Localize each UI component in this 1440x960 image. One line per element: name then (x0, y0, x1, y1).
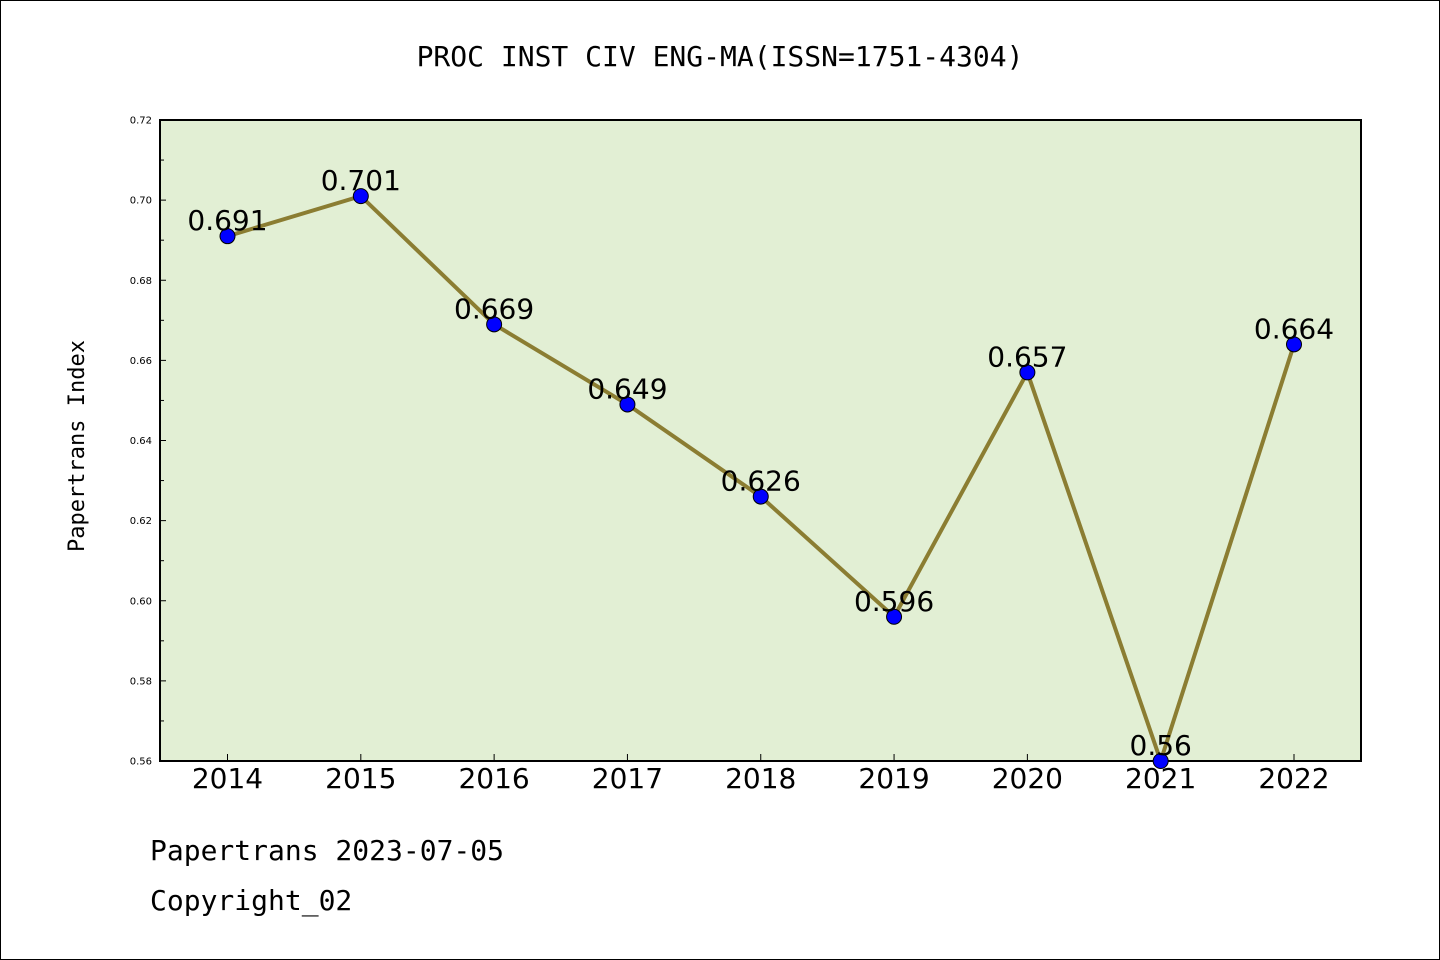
y-tick-label: 0.66 (130, 356, 152, 367)
data-label-2016: 0.669 (454, 292, 534, 325)
data-label-2022: 0.664 (1254, 312, 1334, 345)
data-point-2020 (1019, 364, 1036, 381)
data-point-2022 (1286, 336, 1302, 353)
y-tick-label: 0.60 (130, 596, 152, 607)
y-tick-label: 0.70 (130, 196, 152, 207)
data-point-2015 (352, 188, 369, 205)
x-tick-label: 2015 (325, 762, 396, 795)
x-tick-label: 2019 (858, 762, 929, 795)
chart-title: PROC INST CIV ENG-MA(ISSN=1751-4304) (417, 40, 1024, 73)
footer-copyright: Copyright_02 (150, 884, 353, 917)
data-point-2014 (219, 228, 236, 245)
y-tick-label: 0.58 (130, 676, 152, 687)
x-tick-label: 2018 (725, 762, 796, 795)
data-label-2018: 0.626 (721, 465, 801, 498)
series-markers (219, 188, 1302, 769)
y-axis-ticks: 0.56 0.58 0.60 0.62 0.64 0.66 0.68 0.70 0.72 (130, 116, 166, 768)
plot-area (159, 119, 1362, 762)
x-tick-label: 2022 (1258, 762, 1329, 795)
data-label-2015: 0.701 (321, 164, 401, 197)
data-labels: 0.691 0.701 0.669 0.649 0.626 0.596 0.657 0.56 0… (187, 164, 1334, 762)
data-point-2018 (752, 488, 769, 505)
data-point-2017 (619, 396, 636, 413)
y-tick-label: 0.64 (130, 436, 152, 447)
data-label-2019: 0.596 (854, 585, 934, 618)
y-tick-label: 0.56 (130, 757, 152, 768)
footer-date: Papertrans 2023-07-05 (150, 834, 505, 867)
y-tick-label: 0.68 (130, 276, 152, 287)
data-label-2020: 0.657 (987, 340, 1067, 373)
y-tick-label: 0.72 (130, 116, 152, 127)
data-label-2017: 0.649 (587, 372, 667, 405)
y-axis-label: Papertrans Index (65, 340, 90, 552)
x-tick-label: 2016 (458, 762, 529, 795)
x-tick-label: 2017 (592, 762, 663, 795)
x-axis-ticks: 2014 2015 2016 2017 2018 2019 2020 2021 2022 (192, 754, 1330, 795)
data-label-2021: 0.56 (1130, 729, 1192, 762)
y-tick-label: 0.62 (130, 516, 152, 527)
data-point-2021 (1152, 753, 1169, 769)
x-tick-label: 2014 (192, 762, 263, 795)
data-label-2014: 0.691 (187, 204, 267, 237)
x-tick-label: 2020 (992, 762, 1063, 795)
data-point-2019 (886, 608, 903, 625)
data-point-2016 (486, 316, 503, 333)
